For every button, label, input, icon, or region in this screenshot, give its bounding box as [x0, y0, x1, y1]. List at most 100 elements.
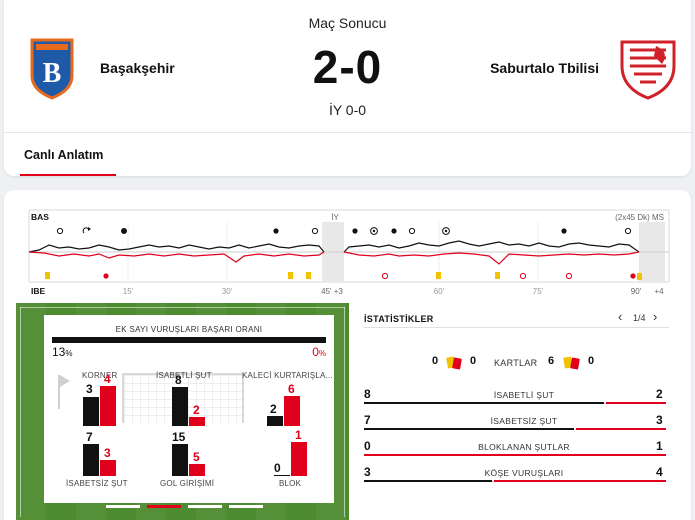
substitution-icon[interactable]: [82, 227, 91, 234]
value-away-off-target: 3: [104, 446, 111, 460]
minute-label: 75': [533, 287, 544, 296]
pitch-stats-panel: EK SAYI VURUŞLARI BAŞARI ORANI 13% 0% KO…: [16, 303, 349, 520]
minute-label: 90': [631, 287, 642, 296]
home-success-pct: 13%: [52, 345, 73, 359]
stat-home-on-target: 8: [364, 387, 371, 401]
stat-home-corners: 3: [364, 465, 371, 479]
stat-away-corners: 4: [656, 465, 663, 479]
away-team-name[interactable]: Saburtalo Tbilisi: [490, 60, 599, 76]
stat-home-off-target: 7: [364, 413, 371, 427]
slide-dot-active[interactable]: [147, 505, 181, 508]
stat-label-blocked: BLOK: [279, 479, 302, 488]
halftime-score: İY 0-0: [328, 102, 367, 118]
saburtalo-crest-icon[interactable]: [616, 36, 680, 100]
stat-label-on-target: İSABETLİ ŞUT: [493, 390, 555, 400]
yellow-card-icon[interactable]: [306, 272, 311, 279]
yellow-card-icon[interactable]: [637, 273, 642, 280]
away-success-pct: 0%: [312, 345, 326, 359]
minute-label: +4: [654, 287, 664, 296]
slide-dot[interactable]: [229, 505, 263, 508]
stat-home-blocked: 0: [364, 439, 371, 453]
stat-label-off-target: İSABETSİZ ŞUT: [66, 479, 128, 488]
final-score: 2-0: [312, 41, 383, 93]
shot-off-icon[interactable]: [565, 272, 573, 280]
corner-flag-icon: [58, 375, 60, 409]
panel-title: EK SAYI VURUŞLARI BAŞARI ORANI: [115, 325, 263, 334]
yellow-card-icon[interactable]: [288, 272, 293, 279]
stat-label-corner: KORNER: [82, 371, 118, 380]
home-yellow-cards: 0: [470, 355, 477, 367]
stat-label-box-entries: GOL GİRİŞİMİ: [160, 479, 215, 488]
ball-icon[interactable]: [442, 227, 450, 235]
bar-away-off-target: [100, 460, 116, 476]
bar-home-corner: [83, 397, 99, 426]
shot-off-icon[interactable]: [519, 272, 527, 280]
bar-away-on-target: [189, 417, 205, 426]
chevron-left-icon[interactable]: ‹: [618, 309, 623, 324]
shot-off-icon[interactable]: [408, 227, 416, 235]
stat-away-on-target: 2: [656, 387, 663, 401]
stat-label-blocked: BLOKLANAN ŞUTLAR: [478, 442, 570, 452]
stat-label-corners: KÖŞE VURUŞLARI: [484, 468, 564, 478]
shot-off-icon[interactable]: [56, 227, 64, 235]
home-team-name[interactable]: Başakşehir: [100, 60, 175, 76]
chevron-right-icon[interactable]: ›: [653, 309, 658, 324]
tab-live-commentary[interactable]: Canlı Anlatım: [24, 148, 104, 162]
shot-off-icon[interactable]: [624, 227, 632, 235]
match-stats-card: BAS IBE İY (2x45 Dk) MS 15' 30' 45' +3 6…: [4, 190, 691, 520]
ball-icon[interactable]: [370, 227, 378, 235]
cards-label: KARTLAR: [494, 358, 538, 368]
stat-label-saves: KALECİ KURTARIŞLA...: [242, 371, 333, 380]
goal-frame: [122, 373, 244, 423]
bar-home-on-target: [172, 387, 188, 426]
yellow-card-icon[interactable]: [436, 272, 441, 279]
match-header: B Başakşehir Maç Sonucu 2-0 İY 0-0 Sabur…: [4, 0, 691, 176]
header-divider: [4, 132, 691, 133]
stat-label-on-target: İSABETLİ ŞUT: [156, 371, 212, 380]
minute-label: 15': [123, 287, 134, 296]
bar-away-corner: [100, 386, 116, 426]
pitch-stripe: [16, 303, 46, 520]
bar-home-off-target: [83, 444, 99, 476]
pitch-line: [20, 307, 21, 517]
value-home-on-target: 8: [175, 373, 182, 387]
timeline-format: (2x45 Dk) MS: [615, 213, 664, 222]
value-away-corner: 4: [104, 372, 111, 386]
stat-away-off-target: 3: [656, 413, 663, 427]
shot-off-icon[interactable]: [381, 272, 389, 280]
yellow-card-icon[interactable]: [495, 272, 500, 279]
stat-away-bar: [494, 480, 666, 482]
timeline-home-code: BAS: [31, 212, 49, 222]
stat-away-bar: [576, 428, 666, 430]
slide-dot[interactable]: [106, 505, 140, 508]
extra-shot-panel: EK SAYI VURUŞLARI BAŞARI ORANI 13% 0% KO…: [44, 315, 334, 503]
shot-on-icon[interactable]: [121, 228, 127, 234]
stat-away-bar: [364, 454, 666, 456]
home-red-cards: 0: [432, 355, 439, 367]
timeline-away-code: IBE: [31, 286, 46, 296]
stats-divider: [364, 327, 669, 328]
value-away-saves: 6: [288, 382, 295, 396]
shot-on-icon[interactable]: [630, 273, 636, 279]
minute-label: 45' +3: [321, 287, 343, 296]
match-timeline: BAS IBE İY (2x45 Dk) MS 15' 30' 45' +3 6…: [28, 204, 670, 296]
corner-flag-icon: [60, 375, 70, 387]
yellow-card-icon[interactable]: [45, 272, 50, 279]
pitch-line: [344, 307, 345, 517]
minute-label: 30': [222, 287, 233, 296]
away-red-cards: 0: [588, 355, 595, 367]
slide-dot[interactable]: [188, 505, 222, 508]
away-cards: 6: [548, 355, 555, 367]
pitch-line: [20, 307, 345, 308]
shot-off-icon[interactable]: [311, 227, 319, 235]
stat-away-bar: [606, 402, 666, 404]
stat-label-off-target: İSABETSİZ ŞUT: [490, 416, 558, 426]
shot-on-icon[interactable]: [103, 273, 109, 279]
shot-on-icon[interactable]: [561, 228, 567, 234]
red-card-icon: [452, 357, 462, 370]
basaksehir-crest-icon[interactable]: B: [26, 36, 78, 100]
shot-on-icon[interactable]: [391, 228, 397, 234]
shot-on-icon[interactable]: [352, 228, 358, 234]
statistics-heading: İSTATİSTİKLER: [364, 314, 434, 324]
shot-on-icon[interactable]: [273, 228, 279, 234]
